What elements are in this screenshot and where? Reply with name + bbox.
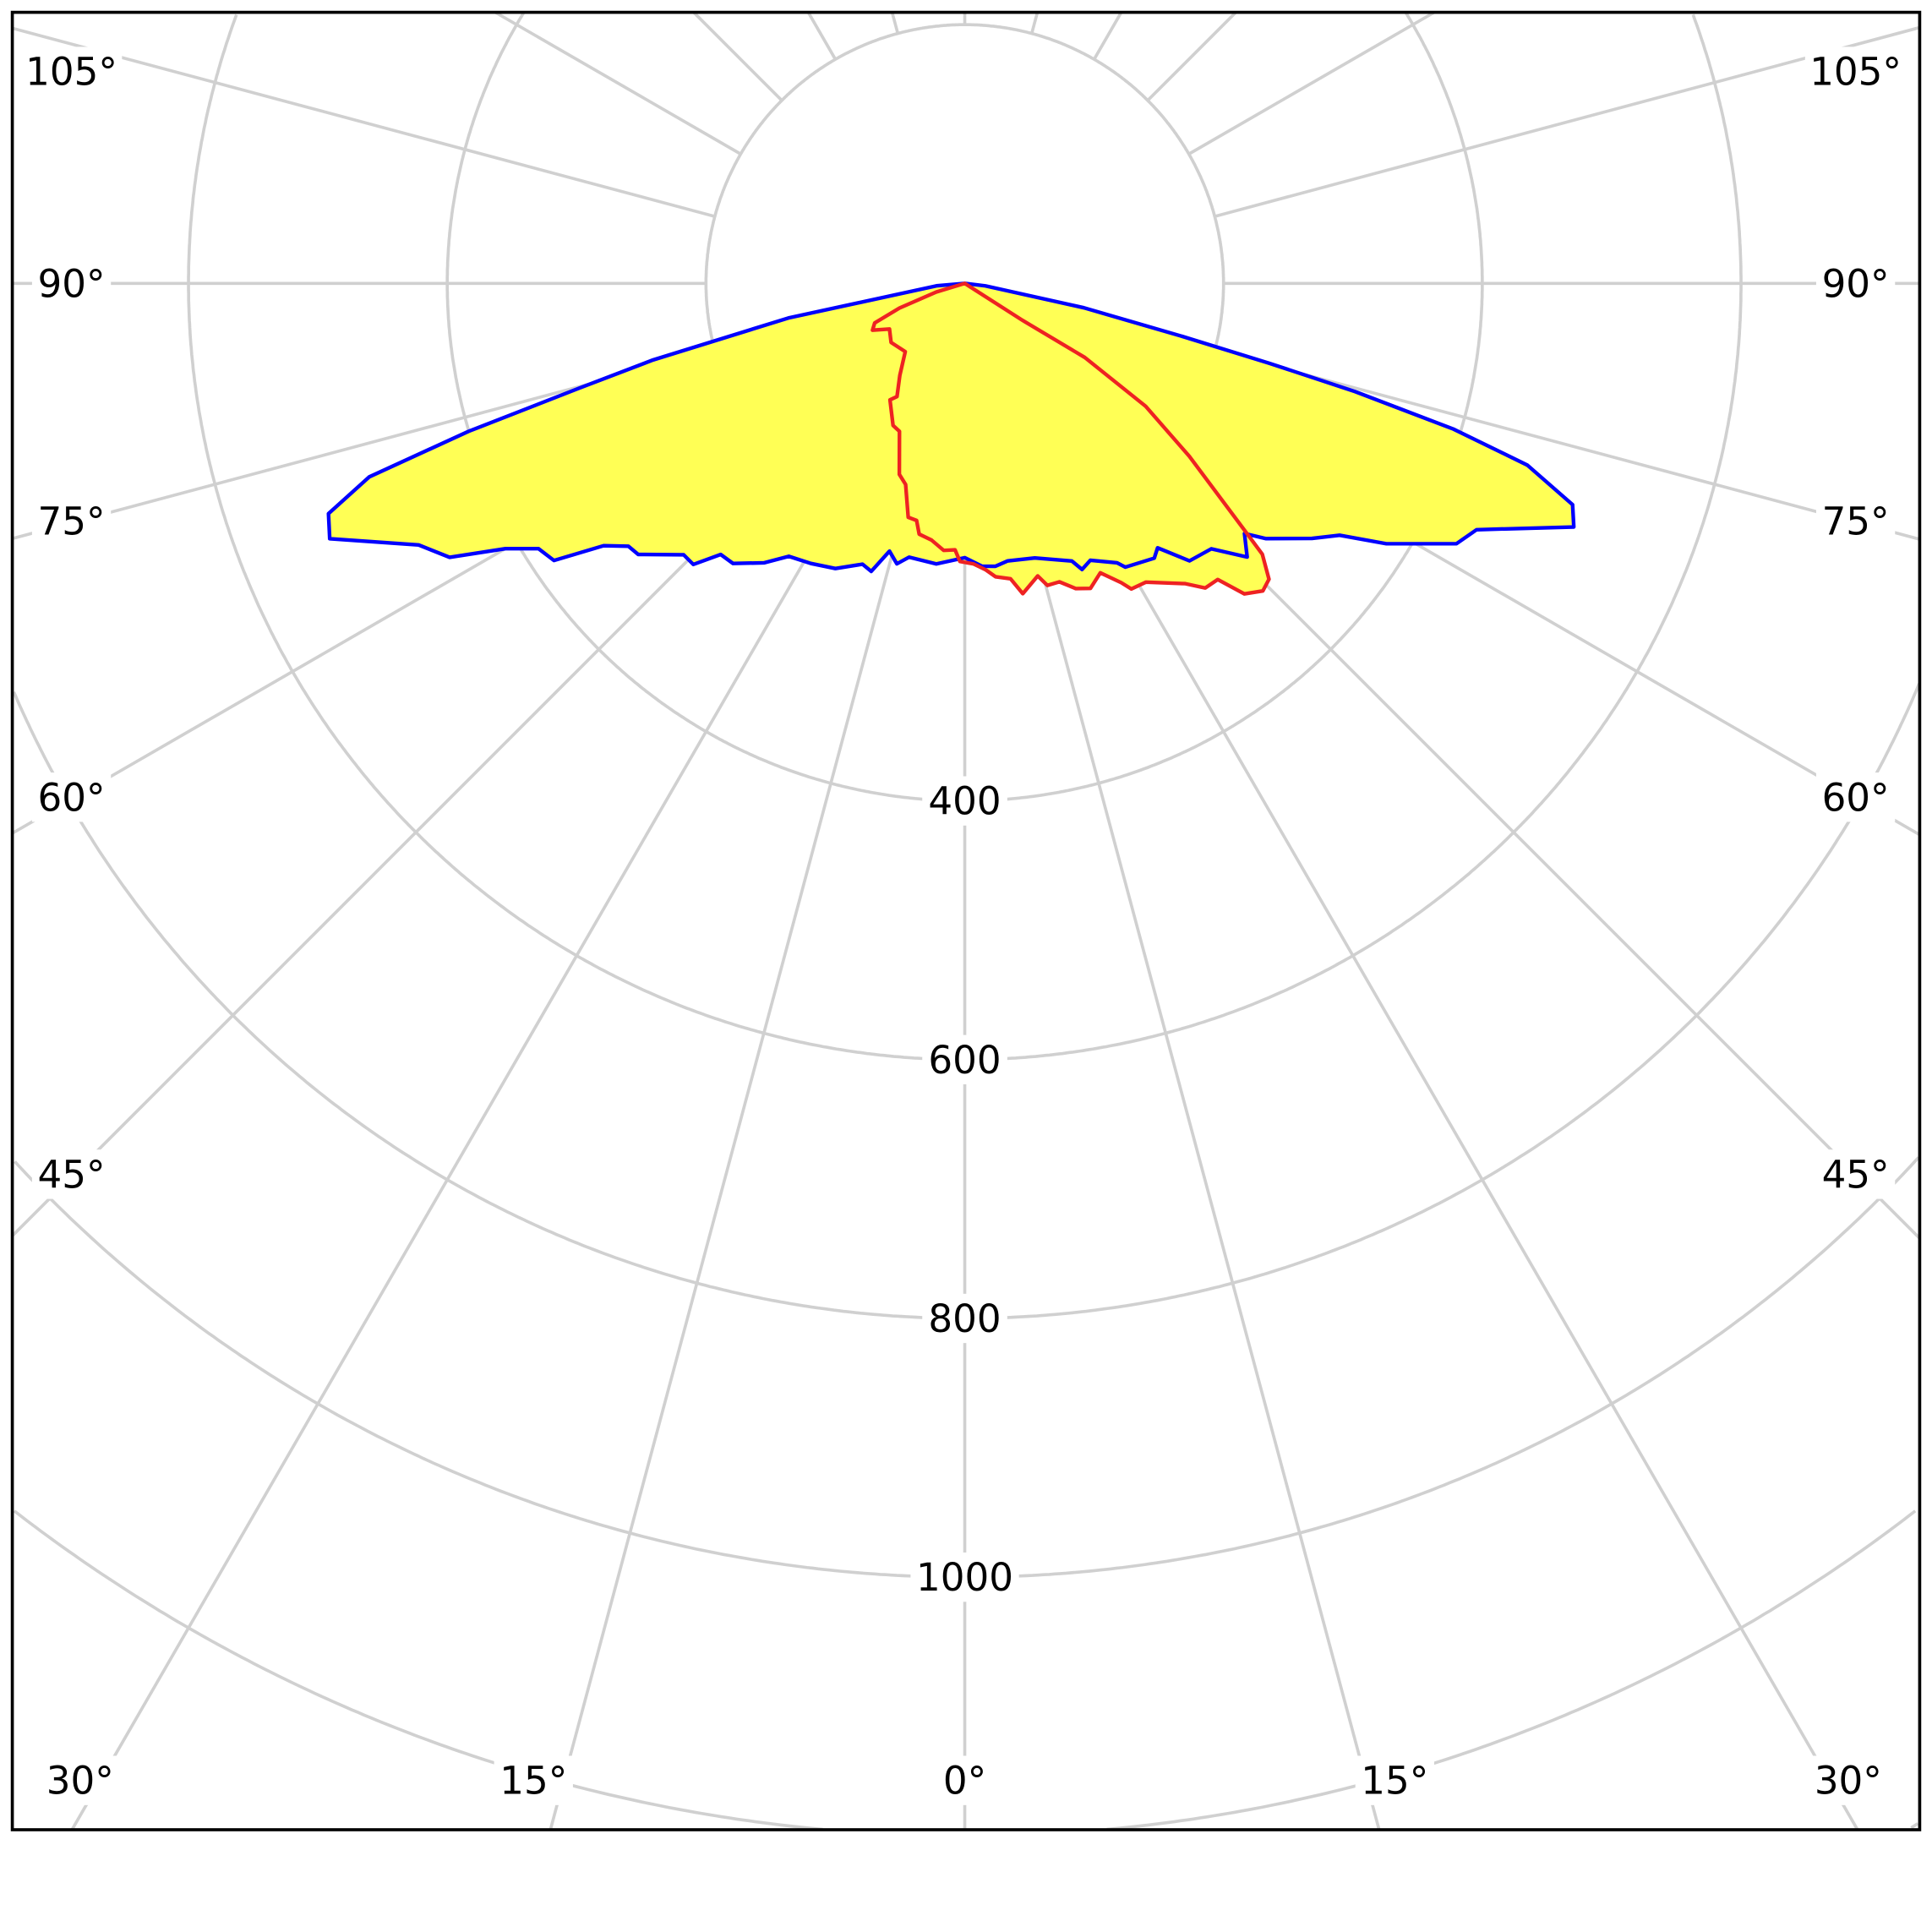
grid-ring-1200: [13, 1509, 1917, 1831]
angle-label-bg: [494, 1755, 573, 1805]
angle-label-bg: [1809, 1755, 1888, 1805]
plot-frame: [10, 10, 1922, 1831]
angle-label-bg: [1815, 1149, 1896, 1199]
series-fill-1: [872, 283, 1269, 594]
grid-spoke-105: [1214, 25, 1920, 218]
grid-spoke-135: [1146, 11, 1237, 102]
grid-spoke-315: [11, 465, 783, 1237]
grid-spoke-150: [1093, 11, 1123, 61]
angle-label-left: 45°: [38, 1152, 106, 1197]
grid-ring-800: [12, 683, 1921, 1320]
angle-label-right: 90°: [1822, 261, 1890, 306]
series-line-0: [326, 281, 1576, 574]
angle-label-bg: [1815, 496, 1896, 546]
angle-label-bg: [1815, 772, 1896, 822]
angle-label-right: 45°: [1822, 1152, 1890, 1197]
grid-spoke-165: [1030, 12, 1040, 35]
angle-label-bg: [936, 1755, 994, 1805]
radial-tick-label: 600: [928, 1038, 1001, 1083]
radial-tick-label: 800: [928, 1296, 1001, 1341]
grid-spoke-45: [1146, 465, 1921, 1240]
angle-label-left: 60°: [38, 775, 106, 820]
angle-label-bg: [31, 496, 112, 546]
grid-spoke-30: [1093, 506, 1859, 1831]
angle-label-right: 60°: [1822, 775, 1890, 820]
radial-label-bg: [922, 776, 1007, 826]
angle-label-bottom: 15°: [499, 1759, 567, 1804]
angle-label-bottom: 30°: [46, 1759, 114, 1804]
angle-label-right: 105°: [1809, 50, 1902, 95]
intensity-curves: [326, 281, 1576, 596]
grid-spoke-120: [1187, 11, 1435, 156]
angle-label-bg: [20, 46, 123, 96]
radial-label-bg: [922, 1293, 1007, 1344]
grid-spoke-240: [494, 11, 742, 156]
radial-label-bg: [922, 1034, 1007, 1084]
angle-label-bottom: 30°: [1815, 1759, 1882, 1804]
angle-label-left: 75°: [38, 499, 106, 544]
angle-label-left: 105°: [25, 50, 117, 95]
radial-tick-label: 400: [928, 779, 1001, 824]
angle-label-bg: [31, 772, 112, 822]
polar-grid: [11, 11, 1921, 1831]
radial-label-bg: [910, 1552, 1019, 1602]
angle-label-bg: [31, 259, 112, 308]
angle-label-right: 75°: [1822, 499, 1890, 544]
grid-ring-1400: [1910, 1822, 1919, 1830]
grid-spoke-195: [890, 12, 900, 35]
grid-ring-600: [187, 14, 1743, 1062]
angle-label-bg: [1804, 46, 1907, 96]
grid-spoke-210: [806, 11, 838, 61]
angle-label-bottom: 0°: [943, 1759, 986, 1804]
angle-label-bg: [1355, 1755, 1435, 1805]
angle-label-bottom: 15°: [1361, 1759, 1428, 1804]
radial-tick-labels: 400 600 800 1000: [910, 776, 1019, 1602]
intensity-fills: [328, 283, 1575, 594]
grid-ring-1000: [14, 1156, 1920, 1579]
angle-label-left: 90°: [38, 261, 106, 306]
radial-tick-label: 1000: [916, 1555, 1013, 1600]
grid-spoke-15: [1030, 532, 1381, 1831]
angle-label-bg: [31, 1149, 112, 1199]
grid-spoke-330: [70, 506, 838, 1831]
series-line-1: [870, 281, 1271, 596]
angle-label-bg: [41, 1755, 120, 1805]
grid-spoke-225: [692, 11, 783, 102]
grid-spoke-255: [12, 26, 716, 218]
angle-labels: 105° 90° 75° 60° 45° 105° 90° 75° 60° 45° 30° 15° 0°…: [20, 46, 1907, 1805]
grid-spoke-75: [1214, 348, 1920, 541]
grid-spoke-345: [548, 532, 900, 1831]
angle-label-bg: [1815, 259, 1896, 308]
